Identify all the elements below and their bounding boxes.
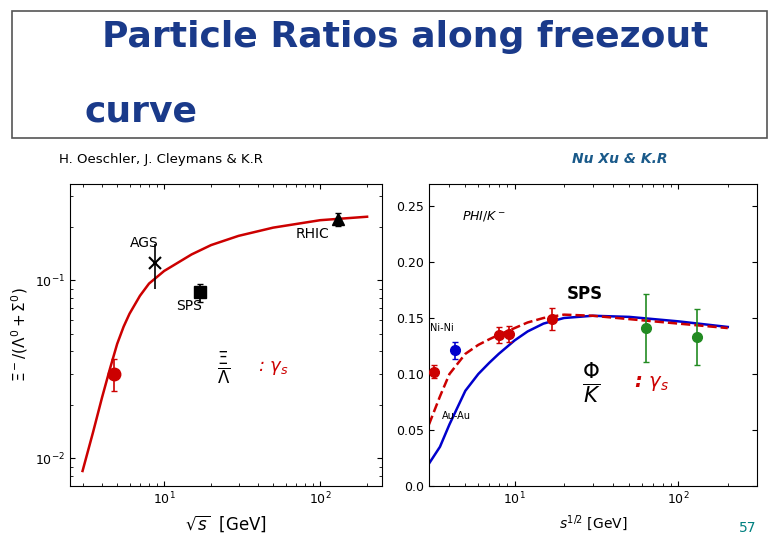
- Text: RHIC: RHIC: [296, 227, 330, 241]
- Text: Nu Xu & K.R: Nu Xu & K.R: [572, 152, 667, 166]
- Text: curve: curve: [84, 94, 197, 129]
- FancyBboxPatch shape: [12, 11, 767, 138]
- Y-axis label: $\Xi^-/(\Lambda^0+\Sigma^0)$: $\Xi^-/(\Lambda^0+\Sigma^0)$: [9, 287, 30, 382]
- X-axis label: $s^{1/2}$ [GeV]: $s^{1/2}$ [GeV]: [558, 513, 627, 533]
- Text: SPS: SPS: [176, 299, 202, 313]
- Text: 57: 57: [739, 521, 757, 535]
- Text: H. Oeschler, J. Cleymans & K.R: H. Oeschler, J. Cleymans & K.R: [58, 153, 263, 166]
- Text: $PHI/K^-$: $PHI/K^-$: [463, 209, 506, 223]
- Text: SPS: SPS: [566, 285, 603, 302]
- Text: Particle Ratios along freezout: Particle Ratios along freezout: [102, 20, 708, 54]
- Text: Ni-Ni: Ni-Ni: [431, 323, 454, 333]
- X-axis label: $\sqrt{s}$  [GeV]: $\sqrt{s}$ [GeV]: [185, 513, 268, 534]
- Text: Au-Au: Au-Au: [442, 411, 471, 421]
- Text: AGS: AGS: [129, 235, 158, 249]
